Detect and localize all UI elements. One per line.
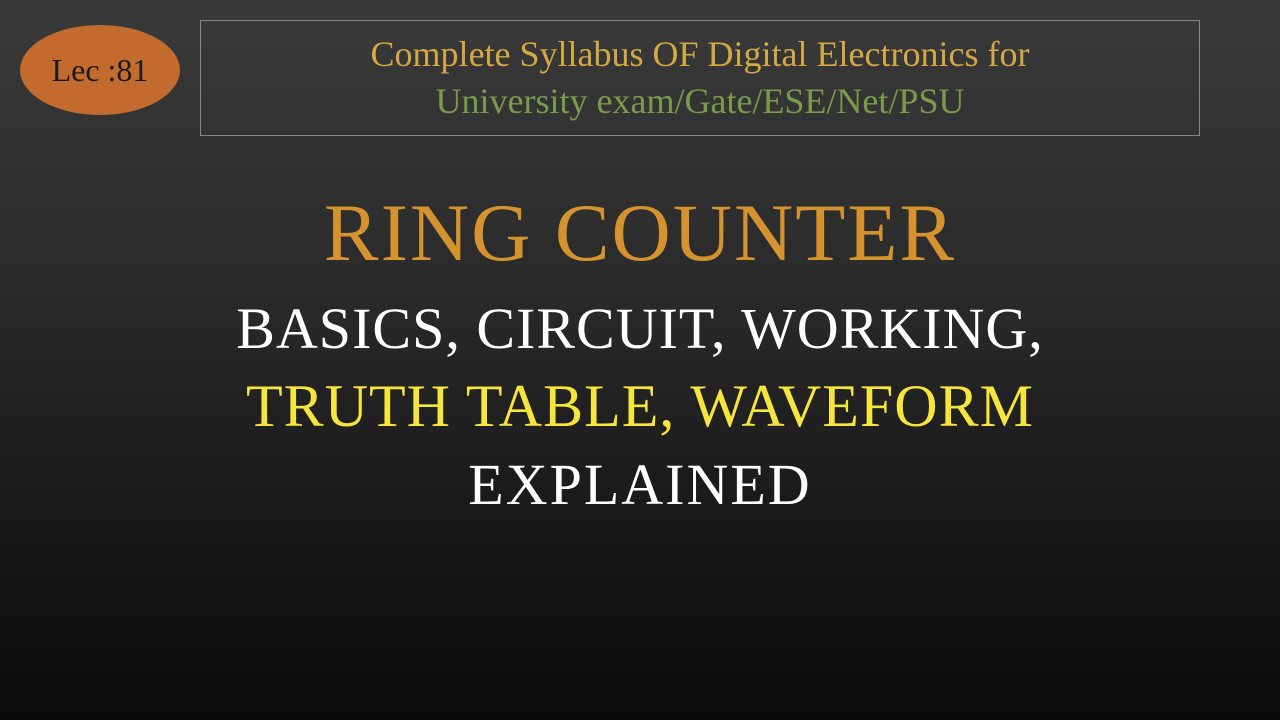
header-row: Lec :81 Complete Syllabus OF Digital Ele…	[0, 0, 1280, 136]
subtitle-basics: BASICS, CIRCUIT, WORKING,	[0, 295, 1280, 362]
subtitle-explained: EXPLAINED	[0, 451, 1280, 518]
syllabus-line2: University exam/Gate/ESE/Net/PSU	[231, 78, 1169, 125]
syllabus-line1: Complete Syllabus OF Digital Electronics…	[231, 31, 1169, 78]
main-content: RING COUNTER BASICS, CIRCUIT, WORKING, T…	[0, 136, 1280, 518]
lecture-badge-text: Lec :81	[52, 52, 149, 89]
main-title: RING COUNTER	[0, 186, 1280, 280]
lecture-badge: Lec :81	[20, 25, 180, 115]
subtitle-truth-table: TRUTH TABLE, WAVEFORM	[0, 372, 1280, 441]
syllabus-box: Complete Syllabus OF Digital Electronics…	[200, 20, 1200, 136]
